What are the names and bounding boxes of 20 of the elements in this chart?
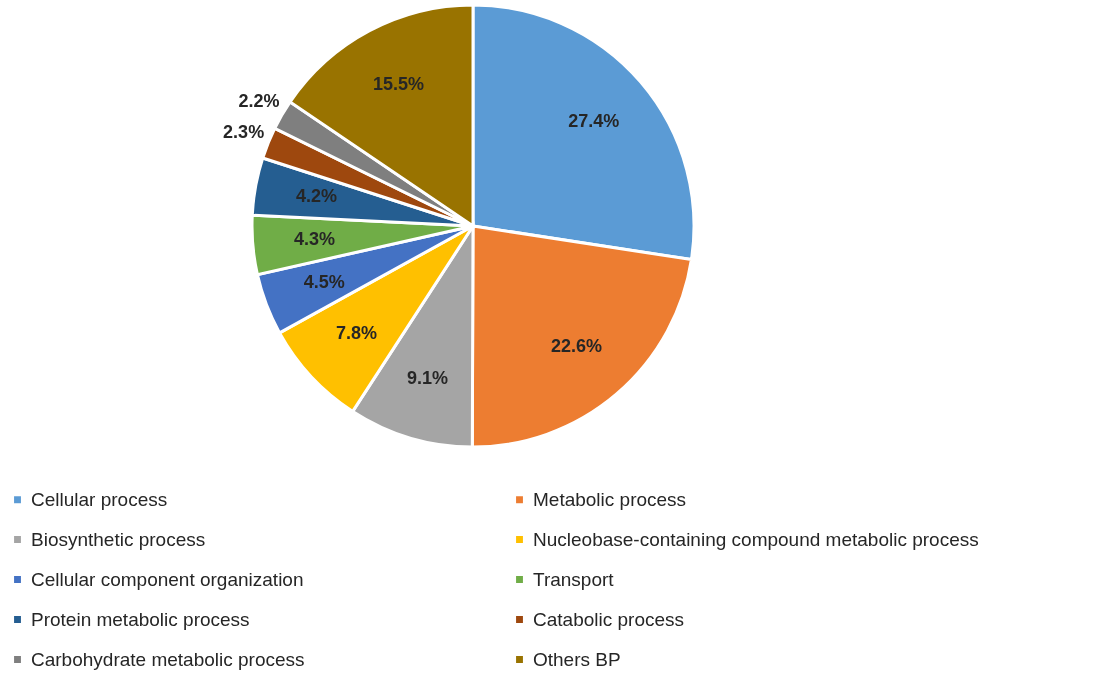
legend-label: Nucleobase-containing compound metabolic process (533, 528, 979, 550)
legend-label: Carbohydrate metabolic process (31, 648, 305, 670)
data-label: 9.1% (407, 367, 449, 388)
legend-label: Cellular process (31, 488, 168, 510)
data-label: 4.3% (293, 228, 335, 249)
data-label: 27.4% (568, 111, 620, 132)
data-label: 7.8% (336, 323, 378, 344)
legend-label: Cellular component organization (31, 568, 304, 590)
legend-label: Others BP (533, 648, 621, 670)
legend-label: Catabolic process (533, 608, 685, 630)
legend-label: Protein metabolic process (31, 608, 250, 630)
data-label: 2.3% (223, 121, 265, 142)
data-label: 4.5% (303, 271, 345, 292)
data-label: 2.2% (238, 90, 280, 111)
legend-label: Transport (533, 568, 615, 590)
legend-label: Biosynthetic process (31, 528, 206, 550)
data-label: 4.2% (295, 186, 337, 207)
legend-label: Metabolic process (533, 488, 687, 510)
data-label: 22.6% (550, 335, 602, 356)
data-label: 15.5% (372, 74, 424, 95)
